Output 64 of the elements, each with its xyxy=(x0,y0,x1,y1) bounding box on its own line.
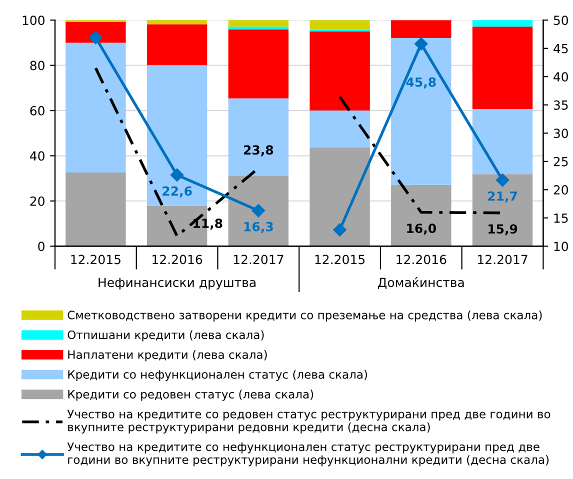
bar xyxy=(391,184,452,246)
x-tick-label: 12.2016 xyxy=(152,254,202,264)
point xyxy=(170,168,184,182)
legend-label: Наплатени кредити (лева скала) xyxy=(68,350,267,362)
data-label: 23,8 xyxy=(244,145,274,156)
legend-label: Кредити со редовен статус (лева скала) xyxy=(68,390,314,401)
legend-label: Учество на кредитите со нефункционален статус реструктурирани пред две години во вкупните реструктурирани нефункционални кредити (десна скала) xyxy=(67,442,549,466)
data-label: 16,0 xyxy=(407,224,436,235)
bar xyxy=(146,65,208,206)
point xyxy=(89,31,102,44)
y2-tick-label: 15 xyxy=(554,214,568,223)
bar xyxy=(228,26,289,30)
point xyxy=(496,173,510,187)
y2-tick-label: 25 xyxy=(554,156,568,166)
y2-tick-label: 35 xyxy=(554,100,568,110)
y2-tick-label: 45 xyxy=(554,44,568,54)
legend-label: Кредити со нефункционален статус (лева скала) xyxy=(68,370,368,382)
data-label: 21,7 xyxy=(488,191,517,202)
y-tick-label: 100 xyxy=(22,16,44,26)
legend-label: Учество на кредитите со редовен статус реструктурирани пред две години во вкупните реструктурирани редовни кредити (десна скала) xyxy=(67,410,550,434)
data-label: 16,3 xyxy=(244,222,273,233)
legend-label: Отпишани кредити (лева скала) xyxy=(68,330,264,342)
x-tick-label: 12.2015 xyxy=(71,254,120,264)
legend-label: Сметководствено затворени кредити со преземање на средства (лева скала) xyxy=(68,310,542,322)
y2-tick-label: 10 xyxy=(554,242,568,252)
bar xyxy=(66,22,126,43)
data-label: 15,9 xyxy=(488,224,518,236)
point xyxy=(333,223,346,236)
bar xyxy=(472,108,533,174)
bar xyxy=(472,174,533,246)
y-tick-label: 0 xyxy=(38,242,44,252)
x-tick-label: 12.2017 xyxy=(234,254,284,264)
bar xyxy=(66,42,126,172)
y2-tick-label: 50 xyxy=(554,16,568,26)
y-tick-label: 80 xyxy=(30,60,44,70)
y-tick-label: 40 xyxy=(30,151,44,161)
point xyxy=(252,204,266,218)
data-label: 22,6 xyxy=(162,186,192,198)
bar xyxy=(310,110,370,148)
y2-tick-label: 30 xyxy=(554,128,568,138)
x-tick-label: 12.2015 xyxy=(315,254,365,264)
x-tick-label: 12.2017 xyxy=(478,254,528,264)
bar xyxy=(66,172,126,246)
data-label: 45,8 xyxy=(406,77,436,88)
y-tick-label: 60 xyxy=(30,106,44,116)
bar xyxy=(391,20,452,38)
bar xyxy=(310,31,370,111)
bar xyxy=(310,147,370,246)
text: Нефинансиски друштва xyxy=(98,278,256,290)
text: Домаќинства xyxy=(378,276,464,289)
x-tick-label: 12.2016 xyxy=(396,254,446,264)
bar xyxy=(472,20,533,27)
bar xyxy=(228,176,289,246)
bar xyxy=(310,20,370,30)
bar xyxy=(228,29,289,98)
y2-tick-label: 40 xyxy=(554,72,568,82)
point xyxy=(414,37,428,50)
bar xyxy=(228,98,289,176)
y2-tick-label: 20 xyxy=(554,185,568,195)
y-tick-label: 20 xyxy=(30,196,44,206)
bar xyxy=(391,38,452,185)
bar xyxy=(146,24,208,66)
bar xyxy=(472,26,533,109)
bar xyxy=(228,20,289,27)
